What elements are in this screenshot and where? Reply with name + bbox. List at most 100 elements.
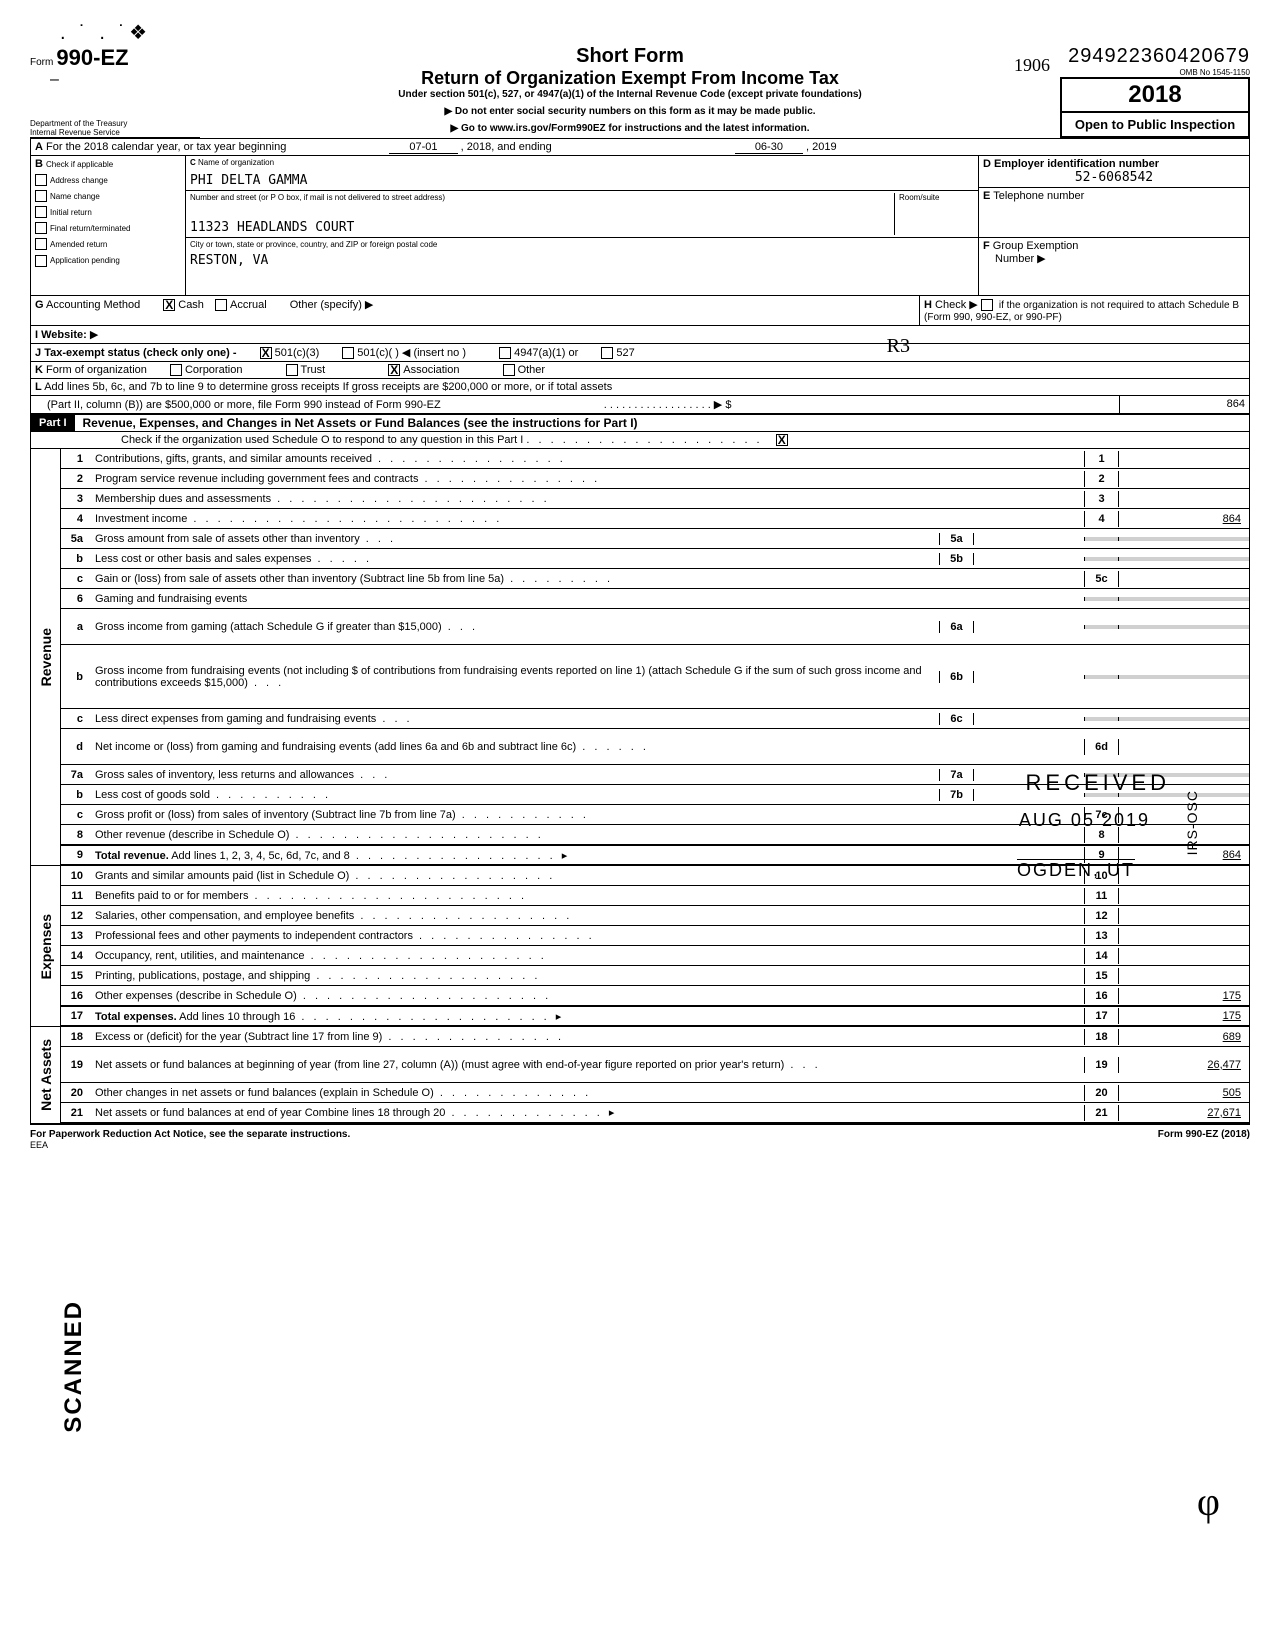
dept-treasury: Department of the Treasury [30, 119, 200, 128]
line-number: 6 [61, 593, 91, 605]
b-label: Check if applicable [46, 160, 113, 169]
line-number: 11 [61, 890, 91, 902]
amount-value [1119, 477, 1249, 481]
checkbox-4947[interactable] [499, 347, 511, 359]
line-number: 14 [61, 950, 91, 962]
line-text: Salaries, other compensation, and employ… [91, 908, 1084, 924]
omb-number: OMB No 1545-1150 [1060, 68, 1250, 77]
line-number: 8 [61, 829, 91, 841]
line-text: Total expenses. Add lines 10 through 16 … [91, 1008, 1084, 1025]
form-header: Form 990-EZ – Department of the Treasury… [30, 45, 1250, 138]
schedule-o-check-text: Check if the organization used Schedule … [121, 434, 523, 446]
part-1-label: Part I [31, 415, 75, 431]
checkbox-initial-return[interactable] [35, 206, 47, 218]
line-number: 13 [61, 930, 91, 942]
group-exemption-number: Number ▶ [995, 252, 1245, 265]
line-text: Less cost or other basis and sales expen… [91, 551, 939, 567]
line-l-text1: Add lines 5b, 6c, and 7b to line 9 to de… [44, 381, 612, 393]
accounting-label: Accounting Method [46, 299, 140, 311]
mid-box-label: 6a [939, 621, 974, 633]
date-stamp: AUG 05 2019 [1019, 810, 1150, 831]
amount-value: 27,671 [1119, 1105, 1249, 1121]
scanned-stamp: SCANNED [60, 1300, 88, 1433]
line-number: b [61, 789, 91, 801]
line-number: 18 [61, 1031, 91, 1043]
mid-box-label: 6c [939, 713, 974, 725]
line-number: d [61, 741, 91, 753]
tax-exempt-label: Tax-exempt status (check only one) - [44, 347, 236, 359]
checkbox-schedule-o[interactable] [776, 434, 788, 446]
line-text: Program service revenue including govern… [91, 471, 1084, 487]
c-name-label: Name of organization [198, 158, 274, 167]
line-number: 5a [61, 533, 91, 545]
checkbox-501c3[interactable] [260, 347, 272, 359]
decorative-dots: . ˙ . ˙❖ [60, 20, 1250, 45]
line-text: Other expenses (describe in Schedule O) … [91, 988, 1084, 1004]
line-text: Gross amount from sale of assets other t… [91, 531, 939, 547]
amount-box-label: 20 [1084, 1085, 1119, 1101]
amount-value [1119, 745, 1249, 749]
checkbox-other-org[interactable] [503, 364, 515, 376]
line-l-text2: (Part II, column (B)) are $500,000 or mo… [47, 399, 441, 411]
street-address: 11323 HEADLANDS COURT [190, 220, 894, 235]
amount-value [1119, 874, 1249, 878]
checkbox-accrual[interactable] [215, 299, 227, 311]
checkbox-amended-return[interactable] [35, 238, 47, 250]
amount-value [1119, 894, 1249, 898]
initial-mark: φ [1197, 1478, 1220, 1525]
amount-box-label: 4 [1084, 511, 1119, 527]
checkbox-schedule-b[interactable] [981, 299, 993, 311]
checkbox-address-change[interactable] [35, 174, 47, 186]
line-number: 9 [61, 849, 91, 861]
line-text: Gross sales of inventory, less returns a… [91, 767, 939, 783]
checkbox-cash[interactable] [163, 299, 175, 311]
line-text: Gross income from fundraising events (no… [91, 663, 939, 691]
checkbox-association[interactable] [388, 364, 400, 376]
amount-value [1119, 954, 1249, 958]
amount-value [1119, 934, 1249, 938]
line-a-mid: , 2018, and ending [461, 141, 552, 153]
mid-box-label: 6b [939, 671, 974, 683]
checkbox-trust[interactable] [286, 364, 298, 376]
mid-box-label: 5b [939, 553, 974, 565]
eea-label: EEA [30, 1140, 1250, 1150]
mid-box-label: 7b [939, 789, 974, 801]
warning-2: ▶ Go to www.irs.gov/Form990EZ for instru… [200, 123, 1060, 134]
checkbox-application-pending[interactable] [35, 255, 47, 267]
tax-year: 2018 [1060, 77, 1250, 113]
line-number: 4 [61, 513, 91, 525]
checkbox-name-change[interactable] [35, 190, 47, 202]
amount-value: 26,477 [1119, 1057, 1249, 1073]
form-body: A For the 2018 calendar year, or tax yea… [30, 138, 1250, 1125]
line-text: Grants and similar amounts paid (list in… [91, 868, 1084, 884]
room-label: Room/suite [899, 193, 974, 202]
form-ref: Form 990-EZ (2018) [1158, 1129, 1250, 1140]
form-word: Form [30, 57, 53, 68]
line-number: 15 [61, 970, 91, 982]
line-text: Gross income from gaming (attach Schedul… [91, 619, 939, 635]
amount-value [1119, 914, 1249, 918]
amount-box-label: 5c [1084, 571, 1119, 587]
line-number: 1 [61, 453, 91, 465]
line-l-amount: 864 [1119, 396, 1249, 413]
line-number: 3 [61, 493, 91, 505]
checkbox-corporation[interactable] [170, 364, 182, 376]
line-number: 19 [61, 1059, 91, 1071]
checkbox-final-return[interactable] [35, 222, 47, 234]
checkbox-527[interactable] [601, 347, 613, 359]
line-text: Occupancy, rent, utilities, and maintena… [91, 948, 1084, 964]
amount-value: 864 [1119, 511, 1249, 527]
amount-box-label: 18 [1084, 1029, 1119, 1045]
line-a-text: For the 2018 calendar year, or tax year … [46, 141, 286, 153]
line-text: Less cost of goods sold . . . . . . . . … [91, 787, 939, 803]
mid-box-label: 5a [939, 533, 974, 545]
line-text: Contributions, gifts, grants, and simila… [91, 451, 1084, 467]
paperwork-notice: For Paperwork Reduction Act Notice, see … [30, 1129, 350, 1140]
part-1-title: Revenue, Expenses, and Changes in Net As… [75, 416, 638, 430]
line-number: 21 [61, 1107, 91, 1119]
line-text: Printing, publications, postage, and shi… [91, 968, 1084, 984]
sub-title: Under section 501(c), 527, or 4947(a)(1)… [200, 89, 1060, 100]
checkbox-501c[interactable] [342, 347, 354, 359]
line-number: 17 [61, 1010, 91, 1022]
line-text: Benefits paid to or for members . . . . … [91, 888, 1084, 904]
